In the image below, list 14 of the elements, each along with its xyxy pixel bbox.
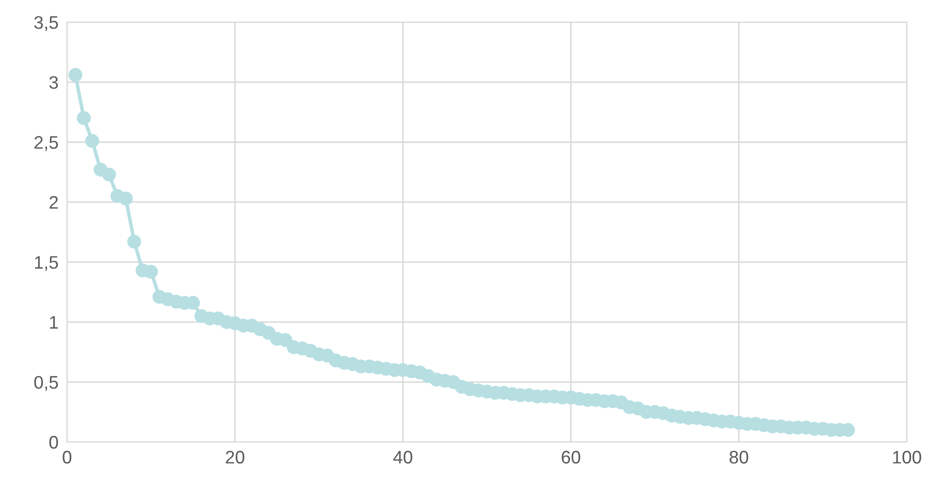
x-tick-label: 40 [393, 450, 412, 464]
y-tick-label: 3,5 [34, 16, 58, 32]
y-tick-label: 1,5 [34, 256, 58, 271]
y-tick-label: 0 [49, 436, 58, 449]
x-tick-label: 80 [730, 450, 748, 464]
x-tick-label: 60 [562, 450, 580, 464]
y-tick-label: 2,5 [34, 136, 58, 151]
y-tick-label: 3 [49, 76, 58, 89]
x-tick-label: 20 [226, 450, 244, 464]
y-tick-label: 1 [50, 316, 58, 329]
x-tick-label: 0 [62, 450, 72, 464]
y-tick-label: 2 [50, 196, 58, 209]
y-tick-label: 0,5 [34, 376, 58, 391]
x-tick-label: 100 [893, 450, 922, 464]
